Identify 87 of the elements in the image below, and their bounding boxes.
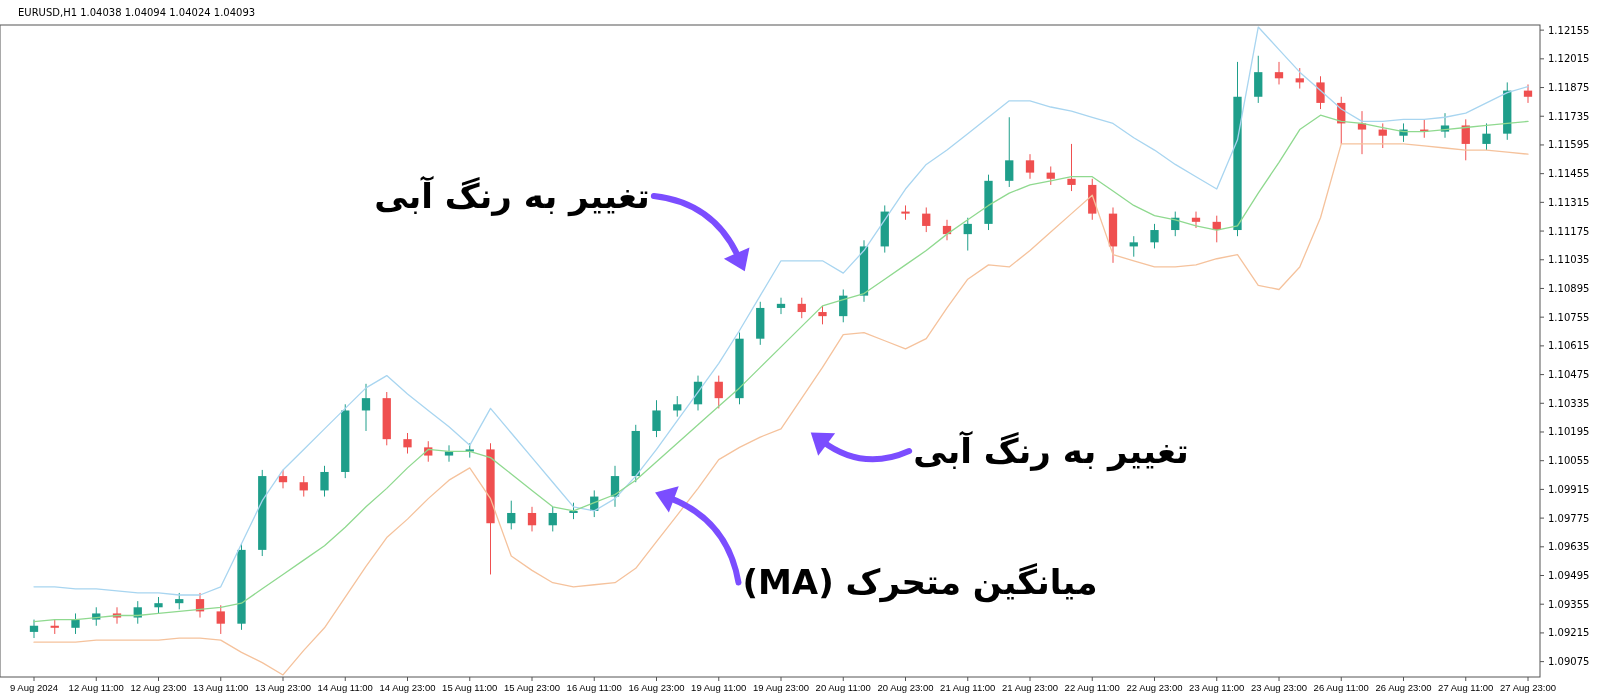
chart-title: EURUSD,H1 1.04038 1.04094 1.04024 1.04093 — [18, 7, 256, 18]
candlestick — [1357, 110, 1367, 155]
y-tick-label: 1.11455 — [1548, 168, 1590, 180]
annotation: تغییر به رنگ آبی — [374, 175, 650, 217]
candlestick — [1025, 153, 1035, 180]
candlestick — [1046, 165, 1055, 186]
y-tick-label: 1.10615 — [1548, 340, 1590, 352]
y-tick-label: 1.10755 — [1548, 311, 1590, 323]
y-tick-label: 1.11175 — [1548, 225, 1590, 237]
candlestick — [922, 206, 931, 233]
x-tick-label: 26 Aug 11:00 — [1313, 682, 1369, 693]
candlestick — [320, 465, 329, 498]
x-tick-label: 19 Aug 23:00 — [753, 682, 809, 693]
y-tick-label: 1.09775 — [1548, 512, 1590, 524]
annotation: میانگین متحرک (MA) — [742, 562, 1098, 603]
x-tick-label: 19 Aug 11:00 — [691, 682, 747, 693]
candlestick — [1316, 75, 1325, 110]
y-tick-label: 1.11735 — [1548, 110, 1590, 122]
candlestick — [1378, 122, 1387, 149]
candlestick — [901, 204, 910, 221]
candlestick — [1191, 211, 1201, 229]
x-tick-label: 16 Aug 11:00 — [566, 682, 622, 693]
candlestick — [1482, 122, 1491, 151]
x-tick-label: 12 Aug 11:00 — [68, 682, 124, 693]
y-tick-label: 1.12015 — [1548, 53, 1590, 65]
candlestick — [403, 432, 412, 455]
candlestick — [1005, 116, 1014, 188]
x-tick-label: 23 Aug 11:00 — [1189, 682, 1245, 693]
y-tick-label: 1.10475 — [1548, 369, 1590, 381]
y-tick-label: 1.09495 — [1548, 570, 1590, 582]
candlestick — [714, 375, 723, 409]
x-tick-label: 20 Aug 11:00 — [815, 682, 871, 693]
y-tick-label: 1.09635 — [1548, 541, 1590, 553]
x-tick-label: 27 Aug 23:00 — [1500, 682, 1556, 693]
x-tick-label: 9 Aug 2024 — [9, 682, 59, 693]
x-tick-label: 14 Aug 11:00 — [317, 682, 373, 693]
x-tick-label: 22 Aug 23:00 — [1126, 682, 1183, 693]
y-tick-label: 1.11315 — [1548, 196, 1590, 208]
candlestick — [299, 475, 308, 498]
candlestick — [278, 469, 288, 489]
x-tick-label: 22 Aug 11:00 — [1064, 682, 1120, 693]
candlestick — [1523, 83, 1533, 104]
x-tick-label: 20 Aug 23:00 — [877, 682, 934, 693]
y-tick-label: 1.11875 — [1548, 82, 1590, 94]
candlestick — [797, 297, 806, 319]
x-tick-label: 15 Aug 11:00 — [442, 682, 498, 693]
candlestick — [216, 604, 225, 635]
y-tick-label: 1.11035 — [1548, 254, 1590, 266]
candlestick — [527, 506, 537, 532]
candlestick — [818, 305, 827, 325]
candlestick — [1461, 118, 1470, 161]
y-tick-label: 1.09215 — [1548, 627, 1590, 639]
x-tick-label: 13 Aug 11:00 — [193, 682, 249, 693]
x-tick-label: 23 Aug 23:00 — [1251, 682, 1307, 693]
y-tick-label: 1.10195 — [1548, 426, 1590, 438]
candlestick — [652, 399, 661, 438]
x-tick-label: 27 Aug 11:00 — [1438, 682, 1494, 693]
x-tick-label: 13 Aug 23:00 — [255, 682, 311, 693]
x-tick-label: 15 Aug 23:00 — [504, 682, 560, 693]
candlestick — [71, 612, 80, 635]
x-tick-label: 21 Aug 11:00 — [940, 682, 996, 693]
candlestick — [776, 297, 786, 315]
annotation: تغییر به رنگ آبی — [913, 430, 1189, 472]
x-tick-label: 16 Aug 23:00 — [628, 682, 685, 693]
x-tick-label: 21 Aug 23:00 — [1002, 682, 1058, 693]
y-tick-label: 1.09075 — [1548, 656, 1590, 668]
y-tick-label: 1.10895 — [1548, 282, 1590, 294]
y-tick-label: 1.09915 — [1548, 483, 1590, 495]
candlestick — [1150, 223, 1159, 249]
y-tick-label: 1.09355 — [1548, 598, 1590, 610]
y-tick-label: 1.11595 — [1548, 139, 1590, 151]
x-tick-label: 26 Aug 23:00 — [1375, 682, 1432, 693]
candlestick — [29, 619, 39, 639]
candlestick — [548, 506, 557, 532]
candlestick — [963, 217, 972, 252]
candlestick — [361, 383, 371, 432]
y-tick-label: 1.10055 — [1548, 455, 1590, 467]
candlestick — [507, 500, 516, 530]
candlestick — [1129, 235, 1138, 258]
candlestick — [1295, 67, 1304, 90]
x-tick-label: 14 Aug 23:00 — [379, 682, 436, 693]
candlestick — [1274, 61, 1284, 85]
y-tick-label: 1.12155 — [1548, 24, 1590, 36]
candlestick — [1067, 143, 1076, 192]
x-tick-label: 12 Aug 23:00 — [130, 682, 187, 693]
candlestick — [673, 395, 682, 418]
y-tick-label: 1.10335 — [1548, 397, 1590, 409]
